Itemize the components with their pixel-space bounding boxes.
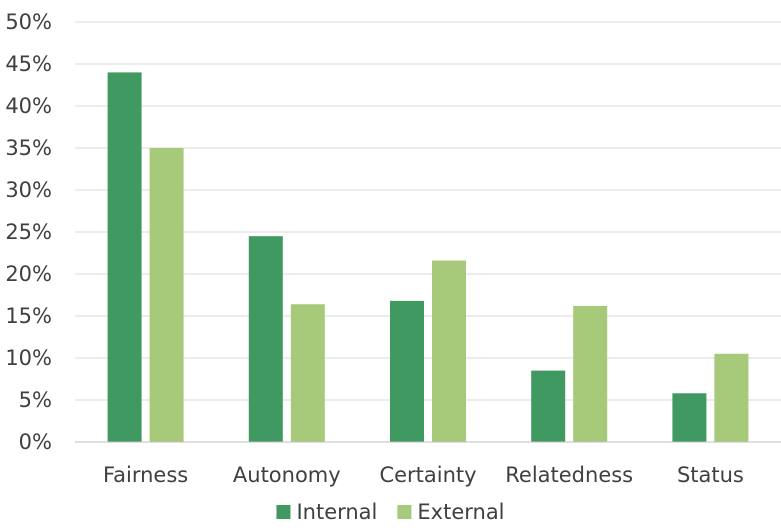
bar-internal-relatedness	[531, 370, 566, 442]
x-axis-category-labels: Fairness Autonomy Certainty Relatedness Stat…	[103, 463, 744, 487]
y-tick-label: 40%	[5, 94, 52, 118]
x-category-label: Status	[677, 463, 744, 487]
y-axis-tick-labels: 0% 5% 10% 15% 20% 25% 30% 35% 40% 45% 50%	[5, 10, 52, 454]
y-tick-label: 15%	[5, 304, 52, 328]
y-tick-label: 0%	[19, 430, 52, 454]
y-tick-label: 20%	[5, 262, 52, 286]
bar-internal-autonomy	[248, 236, 283, 442]
x-category-label: Relatedness	[505, 463, 633, 487]
bar-external-autonomy	[290, 304, 325, 442]
y-tick-label: 45%	[5, 52, 52, 76]
y-tick-label: 25%	[5, 220, 52, 244]
gridlines	[75, 21, 781, 401]
legend-swatch	[276, 505, 291, 519]
y-tick-label: 10%	[5, 346, 52, 370]
bar-internal-certainty	[390, 300, 424, 442]
y-tick-label: 50%	[5, 10, 52, 34]
legend-swatch	[397, 505, 412, 519]
y-tick-label: 35%	[5, 136, 52, 160]
bar-internal-fairness	[107, 72, 142, 443]
bar-external-fairness	[149, 148, 184, 442]
bars	[107, 72, 749, 443]
x-category-label: Certainty	[379, 463, 476, 487]
legend-label: External	[417, 500, 504, 524]
bar-external-relatedness	[573, 305, 608, 442]
y-tick-label: 5%	[19, 388, 52, 412]
x-category-label: Fairness	[103, 463, 188, 487]
x-category-label: Autonomy	[233, 463, 341, 487]
legend: Internal External	[276, 500, 505, 524]
legend-item: External	[397, 500, 505, 524]
bar-external-status	[714, 353, 749, 442]
legend-item: Internal	[276, 500, 377, 524]
y-tick-label: 30%	[5, 178, 52, 202]
bar-external-certainty	[432, 260, 466, 442]
legend-label: Internal	[296, 500, 377, 524]
bar-internal-status	[672, 393, 707, 442]
